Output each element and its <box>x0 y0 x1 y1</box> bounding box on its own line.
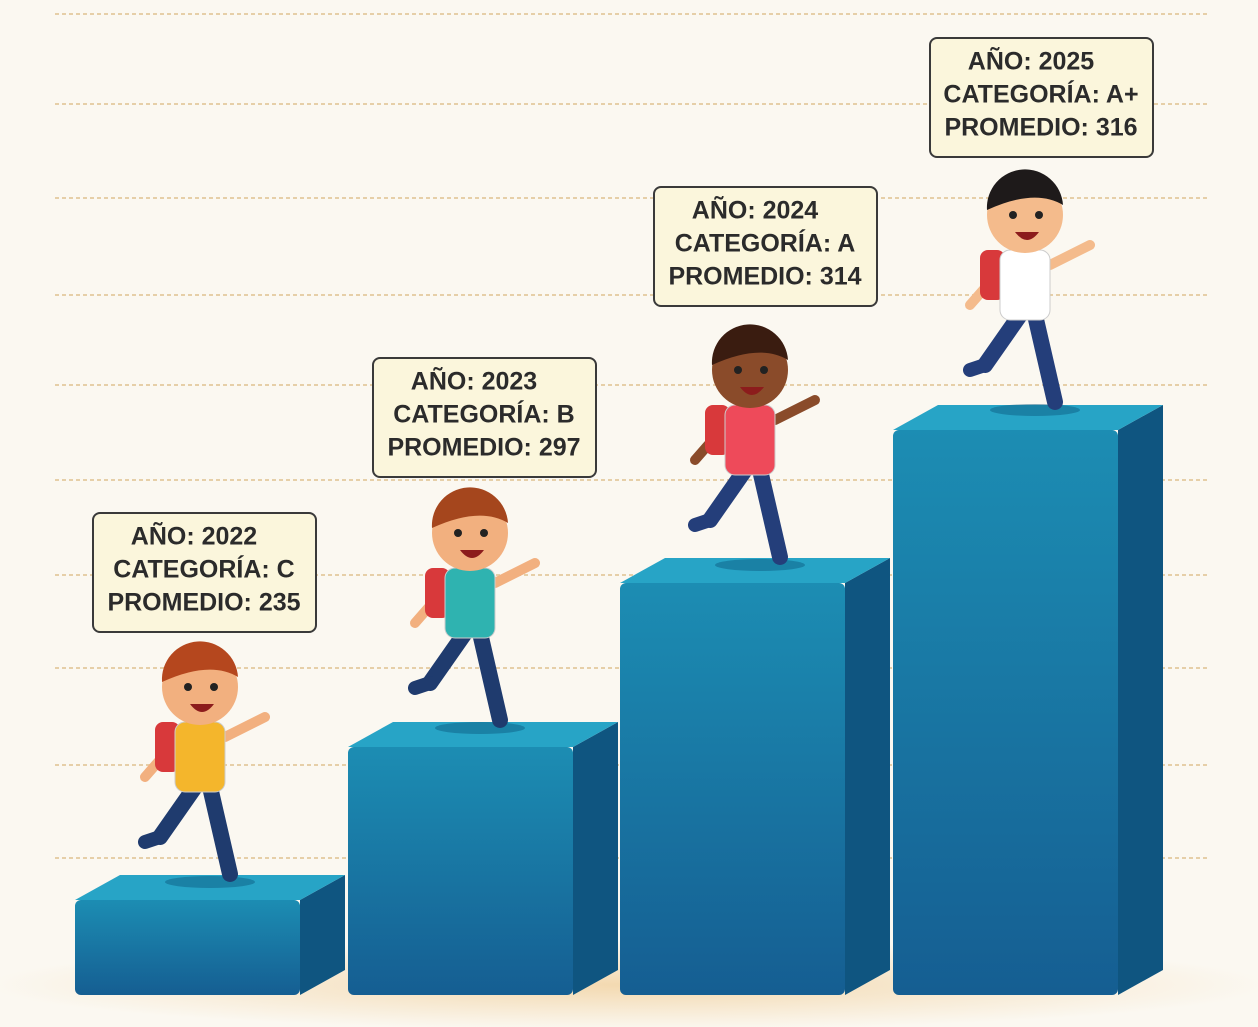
year-label: AÑO: 2022 <box>131 521 257 551</box>
label-box: AÑO: 2024 CATEGORÍA: A PROMEDIO: 314 <box>653 186 878 307</box>
category-label: CATEGORÍA: A+ <box>943 80 1138 109</box>
kid-leg <box>963 358 992 377</box>
kid-eye <box>480 529 488 537</box>
kid-leg <box>138 830 167 849</box>
kid-arm <box>1045 240 1095 270</box>
kid-arm <box>490 558 540 588</box>
step-front <box>893 430 1118 995</box>
kid <box>138 641 270 888</box>
step-front <box>75 900 300 995</box>
kid-leg <box>1027 307 1063 410</box>
kid-leg <box>977 307 1028 373</box>
kid-eye <box>184 683 192 691</box>
kid-leg <box>422 625 473 691</box>
kid-mouth <box>1015 232 1039 240</box>
kid-backpack <box>425 568 450 618</box>
average-label: PROMEDIO: 316 <box>944 114 1137 142</box>
step-side <box>300 875 345 995</box>
kid-eye <box>760 366 768 374</box>
kid-eye <box>1035 211 1043 219</box>
kid-hair <box>431 487 508 528</box>
category-label: CATEGORÍA: C <box>113 555 294 584</box>
kid-backpack <box>980 250 1005 300</box>
average-label: PROMEDIO: 235 <box>107 589 300 617</box>
step-front <box>620 583 845 995</box>
step <box>620 558 890 995</box>
kid-leg <box>408 676 437 695</box>
step <box>348 722 618 995</box>
kid-hair <box>986 169 1063 210</box>
kid-body <box>724 404 776 476</box>
kid <box>408 487 540 734</box>
kid-shadow <box>990 404 1080 416</box>
year-label: AÑO: 2025 <box>968 46 1095 76</box>
step <box>75 875 345 995</box>
step-front <box>348 747 573 995</box>
category-label: CATEGORÍA: B <box>393 400 574 429</box>
kid-body <box>174 721 226 793</box>
kids <box>138 169 1095 888</box>
kid-shadow <box>165 876 255 888</box>
kid-body <box>444 567 496 639</box>
kid-eye <box>210 683 218 691</box>
kid-shadow <box>435 722 525 734</box>
average-label: PROMEDIO: 297 <box>387 434 580 462</box>
kid-hair <box>711 324 788 365</box>
kid-eye <box>734 366 742 374</box>
kid-leg <box>152 779 203 845</box>
step-side <box>845 558 890 995</box>
step-top <box>893 405 1163 430</box>
step-side <box>573 722 618 995</box>
step-side <box>1118 405 1163 995</box>
kid-leg <box>702 462 753 528</box>
kid-leg <box>202 779 238 882</box>
step-top <box>348 722 618 747</box>
label-background <box>372 357 597 478</box>
kid-arm <box>770 395 820 425</box>
kid-leg <box>688 513 717 532</box>
kid <box>963 169 1095 416</box>
kid-eye <box>454 529 462 537</box>
category-label: CATEGORÍA: A <box>675 229 856 258</box>
kid-leg <box>472 625 508 728</box>
kid <box>688 324 820 571</box>
kid-mouth <box>190 704 214 712</box>
label-box: AÑO: 2025 CATEGORÍA: A+ PROMEDIO: 316 <box>929 37 1154 158</box>
kid-shadow <box>715 559 805 571</box>
label-box: AÑO: 2023 CATEGORÍA: B PROMEDIO: 297 <box>372 357 597 478</box>
kid-arm <box>220 712 270 742</box>
kid-backpack <box>155 722 180 772</box>
kid-hair <box>161 641 238 682</box>
kid-mouth <box>460 550 484 558</box>
steps <box>75 405 1163 995</box>
label-background <box>929 37 1154 158</box>
kid-mouth <box>740 387 764 395</box>
label-background <box>653 186 878 307</box>
kid-body <box>999 249 1051 321</box>
kid-eye <box>1009 211 1017 219</box>
average-label: PROMEDIO: 314 <box>668 263 861 291</box>
year-label: AÑO: 2024 <box>692 195 819 225</box>
kid-backpack <box>705 405 730 455</box>
step <box>893 405 1163 995</box>
label-background <box>92 512 317 633</box>
kid-leg <box>752 462 788 565</box>
year-label: AÑO: 2023 <box>411 366 537 396</box>
label-box: AÑO: 2022 CATEGORÍA: C PROMEDIO: 235 <box>92 512 317 633</box>
